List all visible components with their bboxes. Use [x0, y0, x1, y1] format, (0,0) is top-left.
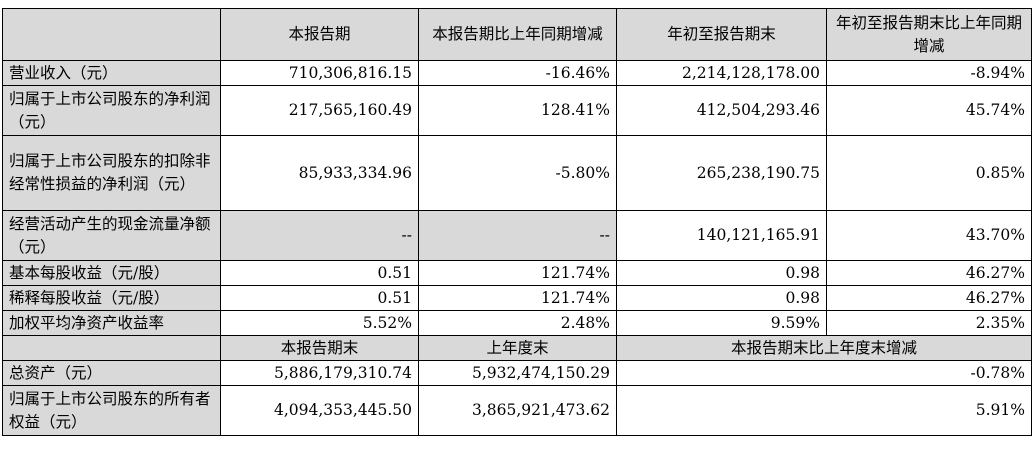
value-cell: 43.70% [826, 210, 1032, 261]
subheader-change: 本报告期末比上年度末增减 [616, 335, 1032, 361]
row-label: 基本每股收益（元/股） [2, 260, 221, 286]
value-cell: 5.52% [220, 310, 419, 336]
row-label: 加权平均净资产收益率 [2, 310, 221, 336]
table-row: 基本每股收益（元/股） 0.51 121.74% 0.98 46.27% [2, 260, 1032, 286]
value-cell: 5,932,474,150.29 [418, 360, 617, 386]
header-blank-cell [2, 8, 221, 61]
value-cell: 2.48% [418, 310, 617, 336]
value-cell: 3,865,921,473.62 [418, 385, 617, 436]
table-row: 总资产（元） 5,886,179,310.74 5,932,474,150.29… [2, 360, 1032, 386]
subheader-period-end: 本报告期末 [220, 335, 419, 361]
value-cell: 4,094,353,445.50 [220, 385, 419, 436]
value-cell: 5,886,179,310.74 [220, 360, 419, 386]
row-label: 归属于上市公司股东的扣除非经常性损益的净利润（元） [2, 135, 221, 211]
table-row: 归属于上市公司股东的所有者权益（元） 4,094,353,445.50 3,86… [2, 385, 1032, 436]
row-label: 营业收入（元） [2, 60, 221, 86]
value-cell: 46.27% [826, 285, 1032, 311]
value-cell: 0.85% [826, 135, 1032, 211]
table-row: 营业收入（元） 710,306,816.15 -16.46% 2,214,128… [2, 60, 1032, 86]
value-cell: 9.59% [616, 310, 827, 336]
table-row: 加权平均净资产收益率 5.52% 2.48% 9.59% 2.35% [2, 310, 1032, 336]
row-label: 总资产（元） [2, 360, 221, 386]
header-current-period: 本报告期 [220, 8, 419, 61]
value-cell: 412,504,293.46 [616, 85, 827, 136]
header-current-period-yoy: 本报告期比上年同期增减 [418, 8, 617, 61]
value-cell: 710,306,816.15 [220, 60, 419, 86]
value-cell: 85,933,334.96 [220, 135, 419, 211]
subheader-blank-cell [2, 335, 221, 361]
value-cell: 140,121,165.91 [616, 210, 827, 261]
table-row: 经营活动产生的现金流量净额（元） -- -- 140,121,165.91 43… [2, 210, 1032, 261]
value-cell: 0.51 [220, 260, 419, 286]
value-cell: 45.74% [826, 85, 1032, 136]
table-row: 归属于上市公司股东的净利润（元） 217,565,160.49 128.41% … [2, 85, 1032, 136]
table-subheader-row: 本报告期末 上年度末 本报告期末比上年度末增减 [2, 335, 1032, 361]
value-cell: 265,238,190.75 [616, 135, 827, 211]
value-cell: 46.27% [826, 260, 1032, 286]
value-cell: 2.35% [826, 310, 1032, 336]
table-row: 稀释每股收益（元/股） 0.51 121.74% 0.98 46.27% [2, 285, 1032, 311]
row-label: 经营活动产生的现金流量净额（元） [2, 210, 221, 261]
row-label: 归属于上市公司股东的所有者权益（元） [2, 385, 221, 436]
value-cell: -0.78% [616, 360, 1032, 386]
subheader-prior-year-end: 上年度末 [418, 335, 617, 361]
table-row: 归属于上市公司股东的扣除非经常性损益的净利润（元） 85,933,334.96 … [2, 135, 1032, 211]
header-ytd: 年初至报告期末 [616, 8, 827, 61]
value-cell: 121.74% [418, 285, 617, 311]
header-ytd-yoy: 年初至报告期末比上年同期增减 [826, 8, 1032, 61]
table-header-row: 本报告期 本报告期比上年同期增减 年初至报告期末 年初至报告期末比上年同期增减 [2, 8, 1032, 61]
value-cell: -5.80% [418, 135, 617, 211]
row-label: 归属于上市公司股东的净利润（元） [2, 85, 221, 136]
financial-summary-table: 本报告期 本报告期比上年同期增减 年初至报告期末 年初至报告期末比上年同期增减 … [2, 8, 1032, 436]
value-cell: -16.46% [418, 60, 617, 86]
value-cell: 217,565,160.49 [220, 85, 419, 136]
value-cell: 0.51 [220, 285, 419, 311]
value-cell: 121.74% [418, 260, 617, 286]
value-cell: 0.98 [616, 260, 827, 286]
value-cell: 0.98 [616, 285, 827, 311]
row-label: 稀释每股收益（元/股） [2, 285, 221, 311]
value-cell: 128.41% [418, 85, 617, 136]
value-cell: -- [220, 210, 419, 261]
value-cell: -8.94% [826, 60, 1032, 86]
value-cell: -- [418, 210, 617, 261]
value-cell: 5.91% [616, 385, 1032, 436]
value-cell: 2,214,128,178.00 [616, 60, 827, 86]
